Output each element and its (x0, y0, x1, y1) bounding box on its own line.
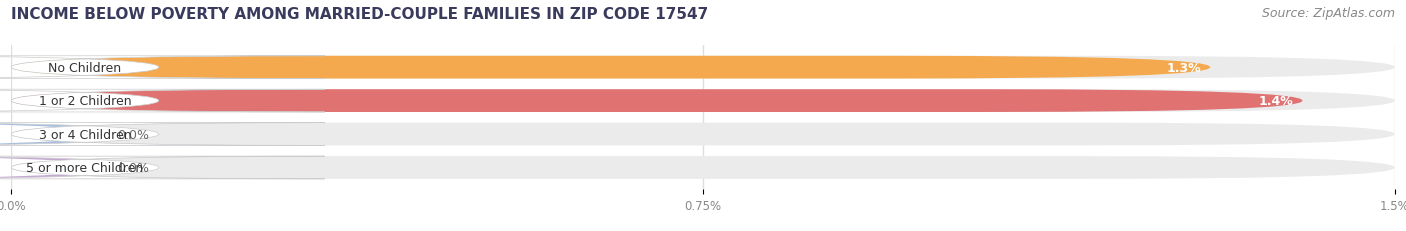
Text: 0.0%: 0.0% (117, 128, 149, 141)
Text: 0.0%: 0.0% (117, 161, 149, 174)
Text: 5 or more Children: 5 or more Children (27, 161, 143, 174)
FancyBboxPatch shape (11, 90, 1302, 112)
FancyBboxPatch shape (11, 123, 1395, 146)
FancyBboxPatch shape (0, 156, 325, 179)
Text: INCOME BELOW POVERTY AMONG MARRIED-COUPLE FAMILIES IN ZIP CODE 17547: INCOME BELOW POVERTY AMONG MARRIED-COUPL… (11, 7, 709, 22)
Text: 1.3%: 1.3% (1167, 61, 1201, 74)
Text: Source: ZipAtlas.com: Source: ZipAtlas.com (1261, 7, 1395, 20)
FancyBboxPatch shape (11, 90, 1395, 112)
FancyBboxPatch shape (11, 156, 1395, 179)
FancyBboxPatch shape (0, 123, 325, 146)
Text: 3 or 4 Children: 3 or 4 Children (39, 128, 131, 141)
FancyBboxPatch shape (0, 156, 325, 179)
Text: 1 or 2 Children: 1 or 2 Children (39, 95, 131, 108)
FancyBboxPatch shape (11, 57, 1395, 79)
FancyBboxPatch shape (0, 57, 325, 79)
FancyBboxPatch shape (0, 90, 325, 112)
FancyBboxPatch shape (0, 123, 325, 146)
Text: 1.4%: 1.4% (1258, 95, 1294, 108)
FancyBboxPatch shape (11, 57, 1211, 79)
Text: No Children: No Children (48, 61, 121, 74)
